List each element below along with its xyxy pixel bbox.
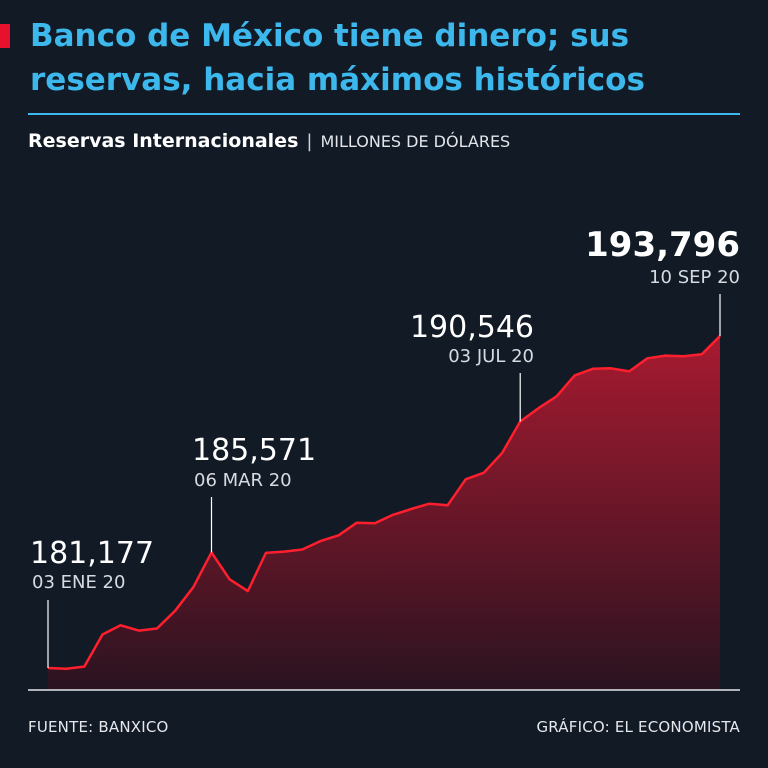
annotation-value: 193,796 <box>585 225 740 265</box>
subtitle-unit: MILLONES DE DÓLARES <box>320 132 511 151</box>
series-line <box>47 335 721 670</box>
annotation-date: 06 MAR 20 <box>194 470 292 491</box>
credit-label: GRÁFICO: EL ECONOMISTA <box>536 718 740 736</box>
annotation-date: 03 JUL 20 <box>448 346 534 367</box>
annotation-value: 181,177 <box>30 536 154 571</box>
subtitle-label: Reservas Internacionales <box>28 130 299 152</box>
subtitle-separator: | <box>306 131 313 152</box>
annotation-value: 185,571 <box>192 433 316 468</box>
annotation-date: 03 ENE 20 <box>32 572 125 593</box>
area-fill <box>48 336 720 690</box>
source-label: FUENTE: BANXICO <box>28 718 169 736</box>
chart-subtitle: Reservas Internacionales | MILLONES DE DÓL… <box>28 130 748 152</box>
accent-bar <box>0 24 10 48</box>
title-divider <box>28 113 740 115</box>
annotation-date: 10 SEP 20 <box>649 267 740 288</box>
annotation-value: 190,546 <box>410 310 534 345</box>
page-title: Banco de México tiene dinero; sus reserv… <box>30 18 645 98</box>
